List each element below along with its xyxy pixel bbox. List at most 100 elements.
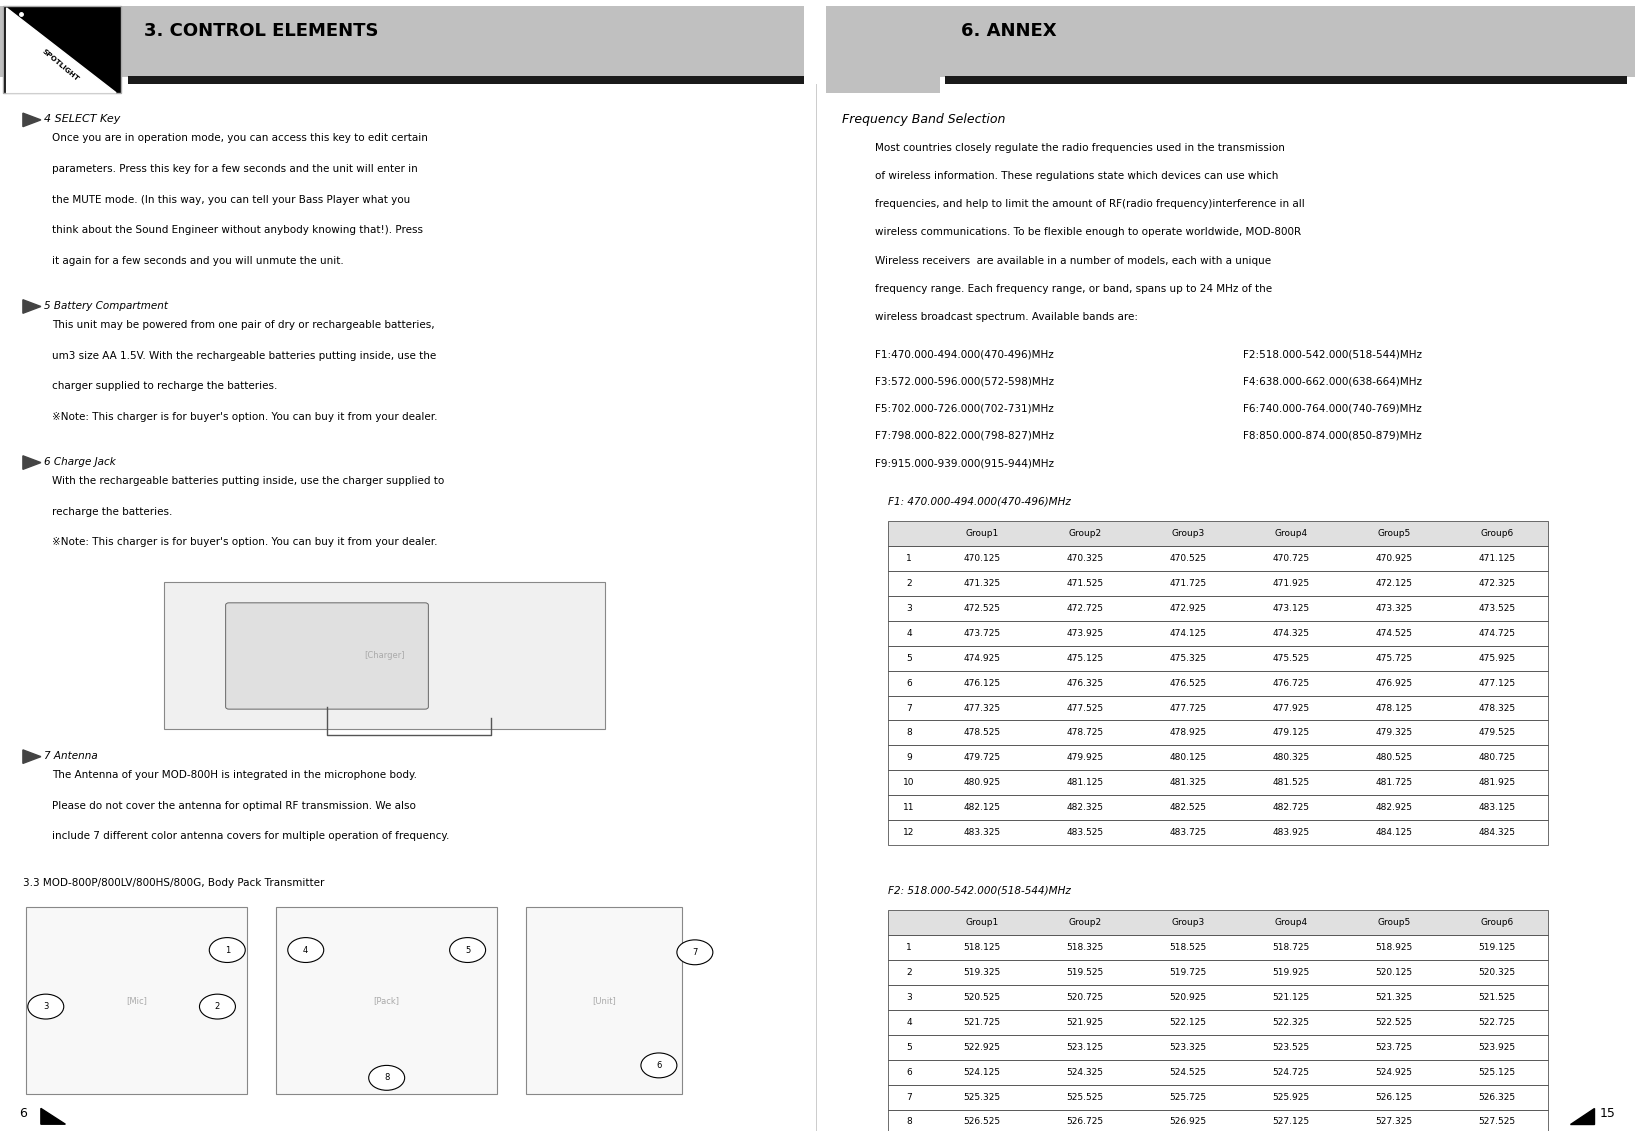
FancyBboxPatch shape bbox=[888, 910, 1548, 935]
Text: 524.925: 524.925 bbox=[1375, 1068, 1413, 1077]
Text: 521.725: 521.725 bbox=[963, 1018, 1001, 1027]
Text: 481.525: 481.525 bbox=[1272, 778, 1310, 787]
Text: wireless broadcast spectrum. Available bands are:: wireless broadcast spectrum. Available b… bbox=[875, 312, 1138, 322]
Text: 483.925: 483.925 bbox=[1272, 828, 1310, 837]
Text: 526.925: 526.925 bbox=[1169, 1117, 1207, 1126]
Text: Please do not cover the antenna for optimal RF transmission. We also: Please do not cover the antenna for opti… bbox=[52, 801, 417, 811]
Text: 523.325: 523.325 bbox=[1169, 1043, 1207, 1052]
Text: 522.525: 522.525 bbox=[1375, 1018, 1413, 1027]
Text: 526.325: 526.325 bbox=[1478, 1093, 1516, 1102]
Text: 6: 6 bbox=[20, 1107, 28, 1120]
Text: 476.725: 476.725 bbox=[1272, 679, 1310, 688]
Text: 7: 7 bbox=[906, 1093, 912, 1102]
Text: 477.925: 477.925 bbox=[1272, 703, 1310, 713]
Text: 4: 4 bbox=[906, 629, 912, 638]
FancyBboxPatch shape bbox=[888, 1085, 1548, 1110]
Circle shape bbox=[450, 938, 486, 962]
Text: Once you are in operation mode, you can access this key to edit certain: Once you are in operation mode, you can … bbox=[52, 133, 428, 144]
Text: Most countries closely regulate the radio frequencies used in the transmission: Most countries closely regulate the radi… bbox=[875, 143, 1285, 153]
Text: 480.525: 480.525 bbox=[1375, 753, 1413, 762]
Circle shape bbox=[209, 938, 245, 962]
Text: 2: 2 bbox=[906, 968, 912, 977]
Text: 479.525: 479.525 bbox=[1478, 728, 1516, 737]
FancyBboxPatch shape bbox=[888, 596, 1548, 621]
Text: it again for a few seconds and you will unmute the unit.: it again for a few seconds and you will … bbox=[52, 256, 343, 266]
Text: 519.125: 519.125 bbox=[1478, 943, 1516, 952]
Text: ※Note: This charger is for buyer's option. You can buy it from your dealer.: ※Note: This charger is for buyer's optio… bbox=[52, 537, 438, 547]
Text: 4 SELECT Key: 4 SELECT Key bbox=[44, 114, 121, 124]
Text: F5:702.000-726.000(702-731)MHz: F5:702.000-726.000(702-731)MHz bbox=[875, 404, 1053, 414]
Circle shape bbox=[288, 938, 324, 962]
Polygon shape bbox=[7, 8, 116, 93]
Text: 481.925: 481.925 bbox=[1478, 778, 1516, 787]
Text: Wireless receivers  are available in a number of models, each with a unique: Wireless receivers are available in a nu… bbox=[875, 256, 1270, 266]
Text: 525.125: 525.125 bbox=[1478, 1068, 1516, 1077]
Text: 520.525: 520.525 bbox=[963, 993, 1001, 1002]
Text: 6 Charge Jack: 6 Charge Jack bbox=[44, 457, 116, 467]
Text: 1: 1 bbox=[906, 943, 912, 952]
Text: Frequency Band Selection: Frequency Band Selection bbox=[842, 113, 1006, 126]
Text: 474.125: 474.125 bbox=[1169, 629, 1207, 638]
FancyBboxPatch shape bbox=[888, 720, 1548, 745]
Polygon shape bbox=[23, 300, 41, 313]
Polygon shape bbox=[1570, 1108, 1594, 1124]
FancyBboxPatch shape bbox=[888, 985, 1548, 1010]
Text: [Mic]: [Mic] bbox=[126, 996, 147, 1004]
Text: 6: 6 bbox=[656, 1061, 662, 1070]
FancyBboxPatch shape bbox=[888, 621, 1548, 646]
Text: This unit may be powered from one pair of dry or rechargeable batteries,: This unit may be powered from one pair o… bbox=[52, 320, 435, 330]
Text: 483.125: 483.125 bbox=[1478, 803, 1516, 812]
FancyBboxPatch shape bbox=[888, 671, 1548, 696]
FancyBboxPatch shape bbox=[888, 960, 1548, 985]
FancyBboxPatch shape bbox=[128, 76, 804, 84]
Text: 7 Antenna: 7 Antenna bbox=[44, 751, 98, 761]
FancyBboxPatch shape bbox=[888, 935, 1548, 960]
Text: 482.525: 482.525 bbox=[1169, 803, 1207, 812]
Text: 5: 5 bbox=[906, 1043, 912, 1052]
Text: 479.925: 479.925 bbox=[1066, 753, 1104, 762]
Text: 520.325: 520.325 bbox=[1478, 968, 1516, 977]
Text: 479.325: 479.325 bbox=[1375, 728, 1413, 737]
Text: 521.325: 521.325 bbox=[1375, 993, 1413, 1002]
Text: 482.125: 482.125 bbox=[963, 803, 1001, 812]
Text: 483.325: 483.325 bbox=[963, 828, 1001, 837]
Text: 3: 3 bbox=[906, 993, 912, 1002]
Text: 476.525: 476.525 bbox=[1169, 679, 1207, 688]
FancyBboxPatch shape bbox=[888, 646, 1548, 671]
Text: 483.725: 483.725 bbox=[1169, 828, 1207, 837]
Text: 475.525: 475.525 bbox=[1272, 654, 1310, 663]
Text: 522.725: 522.725 bbox=[1478, 1018, 1516, 1027]
Text: 1: 1 bbox=[224, 946, 231, 955]
FancyBboxPatch shape bbox=[888, 1060, 1548, 1085]
Text: 474.525: 474.525 bbox=[1375, 629, 1413, 638]
Text: 470.725: 470.725 bbox=[1272, 554, 1310, 563]
Text: Group5: Group5 bbox=[1377, 918, 1411, 927]
Text: 475.325: 475.325 bbox=[1169, 654, 1207, 663]
Text: [Pack]: [Pack] bbox=[374, 996, 399, 1004]
Text: F4:638.000-662.000(638-664)MHz: F4:638.000-662.000(638-664)MHz bbox=[1243, 377, 1421, 387]
Text: 3.3 MOD-800P/800LV/800HS/800G, Body Pack Transmitter: 3.3 MOD-800P/800LV/800HS/800G, Body Pack… bbox=[23, 878, 324, 888]
Text: 8: 8 bbox=[906, 728, 912, 737]
Text: 471.325: 471.325 bbox=[963, 579, 1001, 588]
FancyBboxPatch shape bbox=[888, 770, 1548, 795]
Text: 484.125: 484.125 bbox=[1375, 828, 1413, 837]
Text: [Unit]: [Unit] bbox=[592, 996, 616, 1004]
Text: 523.925: 523.925 bbox=[1478, 1043, 1516, 1052]
Text: Group3: Group3 bbox=[1171, 529, 1205, 538]
Text: 10: 10 bbox=[903, 778, 916, 787]
Text: parameters. Press this key for a few seconds and the unit will enter in: parameters. Press this key for a few sec… bbox=[52, 164, 419, 174]
Text: 5: 5 bbox=[906, 654, 912, 663]
Text: 524.725: 524.725 bbox=[1272, 1068, 1310, 1077]
FancyBboxPatch shape bbox=[888, 546, 1548, 571]
Text: 482.325: 482.325 bbox=[1066, 803, 1104, 812]
Text: 526.125: 526.125 bbox=[1375, 1093, 1413, 1102]
Text: 470.525: 470.525 bbox=[1169, 554, 1207, 563]
FancyBboxPatch shape bbox=[0, 6, 804, 77]
Text: 3: 3 bbox=[43, 1002, 49, 1011]
Text: F3:572.000-596.000(572-598)MHz: F3:572.000-596.000(572-598)MHz bbox=[875, 377, 1053, 387]
Text: 478.125: 478.125 bbox=[1375, 703, 1413, 713]
FancyBboxPatch shape bbox=[226, 603, 428, 709]
Text: 478.525: 478.525 bbox=[963, 728, 1001, 737]
FancyBboxPatch shape bbox=[888, 820, 1548, 845]
Text: Group1: Group1 bbox=[965, 529, 999, 538]
